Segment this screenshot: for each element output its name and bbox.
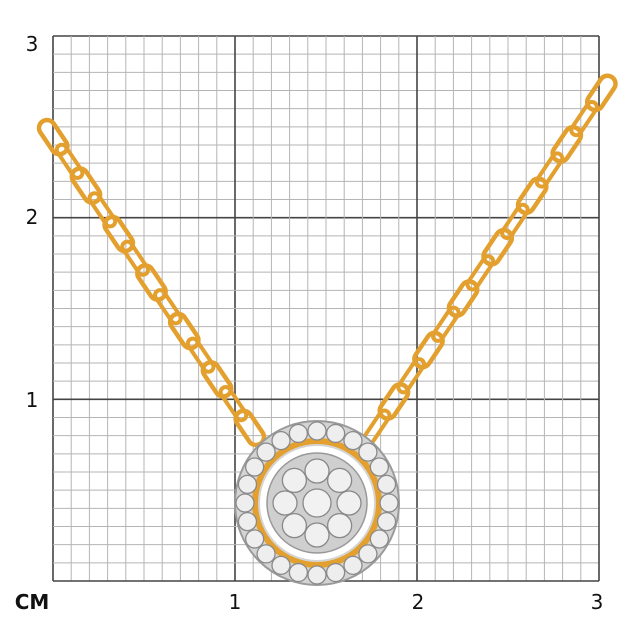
diamond-halo-pendant [234,420,400,586]
chain-link [167,311,201,351]
halo-diamond [244,529,265,549]
cluster-diamond [281,512,308,539]
halo-diamond [237,474,258,495]
halo-diamond [343,430,363,451]
chain-link [515,176,549,216]
halo-diamond [237,511,258,532]
chain-link [200,360,234,399]
cluster-diamond [304,522,330,548]
halo-diamond [369,529,390,549]
chain-link [36,117,70,157]
y-tick-3: 3 [25,32,39,56]
chain-link [396,357,427,395]
halo-diamond [376,474,397,495]
halo-diamond [271,555,291,576]
halo-diamond [343,555,363,576]
cluster-diamond [304,458,330,484]
cluster-diamond [272,490,298,516]
chain-link [465,254,496,292]
halo-diamond [325,423,346,444]
halo-diamond [325,562,346,583]
cluster-diamond [336,490,362,516]
x-tick-3: 3 [590,590,604,614]
x-tick-1: 1 [228,590,242,614]
unit-label: CM [14,590,50,614]
chain-link [377,382,411,421]
halo-diamond [288,562,309,583]
chain-link [185,336,216,374]
y-tick-1: 1 [25,388,39,412]
halo-diamond [379,493,399,513]
x-tick-2: 2 [411,590,425,614]
halo-diamond [244,457,265,477]
chain-link [69,166,103,205]
halo-diamond [288,423,309,444]
center-diamond [302,488,332,518]
chain-link [500,202,530,241]
cluster-diamond [281,467,308,494]
halo-diamond [256,544,276,564]
halo-diamond [369,457,390,477]
chain-link [446,279,480,318]
halo-diamond [358,442,378,462]
halo-diamond [376,511,397,532]
chain-link [102,214,136,254]
halo-diamond [307,421,327,441]
y-tick-2: 2 [25,205,39,229]
chain-link [481,227,515,267]
chain-link [87,191,118,229]
halo-diamond [256,442,276,462]
cluster-diamond [326,512,353,539]
chain-link [153,288,183,326]
chain-link [120,239,150,277]
cluster-diamond [326,467,353,494]
chain-link [550,124,584,164]
chain-link [412,330,445,370]
chain-link [430,305,461,343]
chain-link [584,73,618,113]
halo-diamond [271,430,291,451]
halo-diamond [307,565,327,585]
chain-link [218,385,249,423]
necklace-chain [36,73,618,448]
chain-link [54,142,85,180]
chain-link [569,99,599,138]
chain-link [135,263,168,302]
chain-link [534,151,565,189]
halo-diamond [235,493,255,513]
gold-ring [252,438,382,568]
halo-diamond [358,544,378,564]
